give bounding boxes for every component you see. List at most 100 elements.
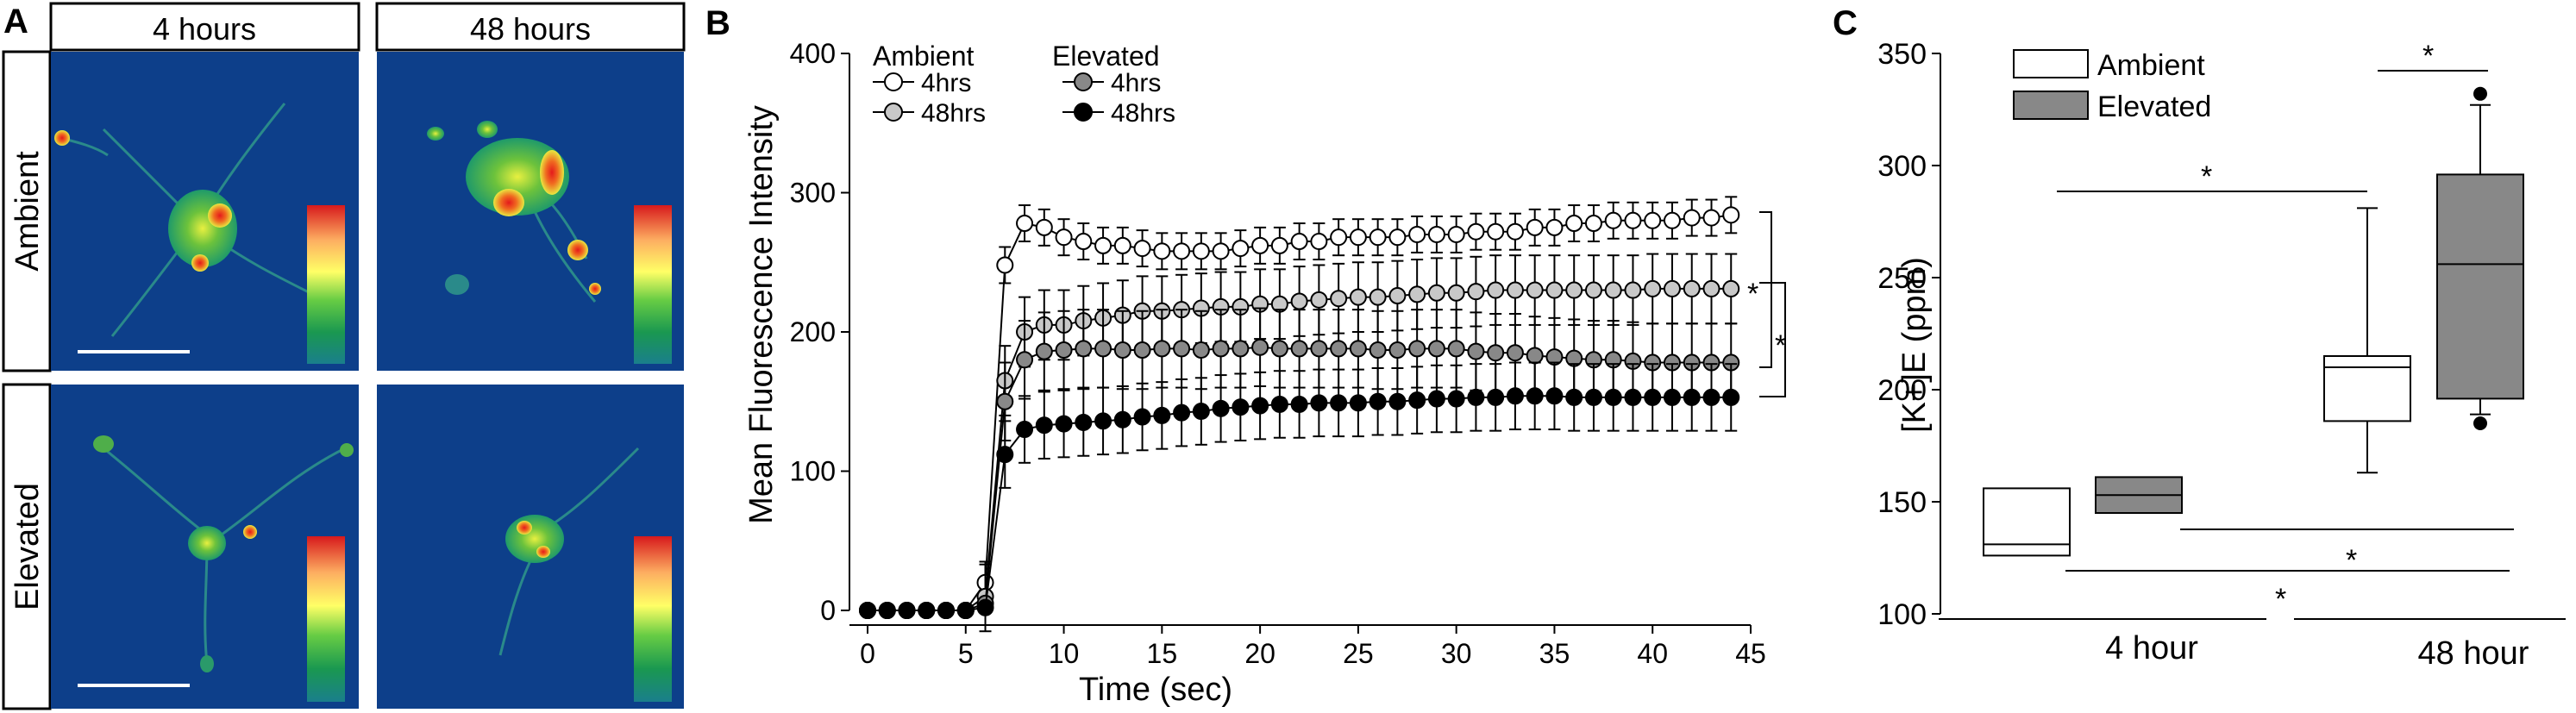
chart-b-ytick-label: 400 (790, 38, 836, 69)
colorscale-ambient-48h (634, 205, 672, 364)
legend-marker-elevated-48hrs (1074, 103, 1093, 122)
chart-b-ytick-label: 300 (790, 178, 836, 209)
chart-c-group-4-hour: 4 hour (2105, 630, 2198, 666)
chart-b-point (1290, 340, 1308, 358)
chart-b-legend: Ambient Elevated 4hrs 48hrs 4hrs 48hrs (873, 41, 1175, 128)
chart-c-box-elevated-4-hour (2095, 476, 2183, 515)
chart-b-point (1702, 279, 1720, 297)
chart-b-point (1153, 340, 1171, 358)
chart-b-series (859, 196, 1740, 633)
col-header-4-hours: 4 hours (153, 11, 256, 47)
chart-b-point (1565, 215, 1583, 233)
micrograph-elevated-48h (377, 385, 684, 709)
chart-b-point (1113, 410, 1131, 428)
chart-b-point (996, 446, 1014, 464)
chart-b-point (1526, 347, 1544, 365)
chart-b-point (1232, 398, 1250, 416)
chart-b-point (1565, 388, 1583, 406)
chart-b-point (1349, 288, 1367, 306)
chart-b-point (1722, 206, 1740, 224)
chart-c-significance-1: * (2422, 40, 2434, 72)
chart-b-point (1644, 211, 1662, 229)
chart-b-point (1212, 399, 1230, 417)
chart-b-point (1016, 421, 1034, 439)
chart-b-point (1545, 218, 1564, 236)
chart-c-ytick-label: 250 (1877, 262, 1927, 295)
chart-b-point (1447, 390, 1465, 408)
chart-b-ytick-label: 0 (820, 595, 836, 626)
chart-b-point (1173, 242, 1191, 260)
col-header-48-hours: 48 hours (470, 11, 591, 47)
chart-b-point (1369, 228, 1387, 247)
panel-letter-a: A (3, 3, 28, 41)
chart-b-point (1173, 403, 1191, 422)
chart-b-point (1133, 408, 1151, 426)
chart-c-ytick-label: 150 (1877, 486, 1927, 519)
chart-b-point (1290, 292, 1308, 310)
chart-b-point (1055, 228, 1073, 247)
chart-b-point (1487, 388, 1505, 406)
chart-b-point (1094, 236, 1113, 254)
legend-swatch-ambient (2013, 49, 2089, 78)
chart-b-point (1487, 222, 1505, 241)
chart-b-point (996, 256, 1014, 274)
legend-label-ambient-48hrs: 48hrs (921, 99, 986, 128)
chart-b-xlabel: Time (sec) (1079, 672, 1232, 708)
chart-b-point (1545, 281, 1564, 299)
chart-b-series-elevated-4hrs (859, 307, 1740, 619)
chart-b-point (1251, 338, 1269, 356)
chart-b-point (1094, 412, 1113, 430)
chart-b-point (1192, 341, 1210, 359)
chart-b-point (996, 392, 1014, 410)
chart-b-xtick-label: 45 (1735, 638, 1766, 669)
panel-c: C [K+]E (ppm) 100 150 200 250 300 350 Ambient… (1833, 4, 2566, 672)
chart-b-ytick-label: 200 (790, 316, 836, 347)
chart-b-point (1408, 285, 1426, 303)
row-header-ambient: Ambient (9, 151, 46, 272)
chart-b-point (1212, 242, 1230, 260)
chart-b-point (1506, 344, 1524, 362)
chart-b-point (1369, 341, 1387, 359)
chart-b-point (1604, 211, 1622, 229)
chart-c-significance-2: * (2201, 160, 2212, 193)
chart-b-point (1251, 236, 1269, 254)
chart-b-point (1408, 225, 1426, 243)
chart-c-outlier (2473, 86, 2487, 101)
chart-b-point (1349, 340, 1367, 358)
chart-b-point (1565, 281, 1583, 299)
chart-b-point (1487, 281, 1505, 299)
chart-b-point (1584, 215, 1602, 233)
chart-b-point (1584, 388, 1602, 406)
chart-b-point (1702, 209, 1720, 227)
chart-b-point (1427, 284, 1445, 302)
chart-b-point (1388, 228, 1407, 247)
chart-b-point (1133, 240, 1151, 258)
chart-b-xtick-label: 30 (1441, 638, 1472, 669)
chart-b-ytick-label: 100 (790, 456, 836, 487)
chart-b-point (1624, 281, 1642, 299)
chart-b-point (1408, 340, 1426, 358)
colorscale-ambient-4h (307, 205, 345, 364)
chart-b-point (918, 602, 936, 619)
chart-b-point (1113, 236, 1131, 254)
chart-b-bracket-lower (1759, 282, 1786, 397)
chart-b-point (1035, 416, 1053, 435)
chart-c-legend: Ambient Elevated (2013, 49, 2211, 123)
col-header-box-48h (375, 2, 686, 52)
micrograph-ambient-48h (377, 52, 684, 371)
chart-b-xtick-label: 20 (1244, 638, 1275, 669)
chart-b-point (1722, 388, 1740, 406)
chart-b-xtick-label: 40 (1637, 638, 1668, 669)
chart-c-ylabel: [K+]E (ppm) (1896, 257, 1933, 433)
chart-b-point (1447, 340, 1465, 358)
chart-b-point (1035, 342, 1053, 360)
chart-b-point (956, 602, 975, 619)
micrograph-ambient-4h (51, 52, 359, 371)
chart-b-point (1644, 279, 1662, 297)
chart-b-point (1016, 351, 1034, 369)
chart-b-point (1467, 342, 1485, 360)
colorscale-elevated-4h (307, 536, 345, 702)
chart-b-ylabel: Mean Fluorescence Intensity (743, 105, 780, 524)
chart-b-point (1388, 287, 1407, 305)
